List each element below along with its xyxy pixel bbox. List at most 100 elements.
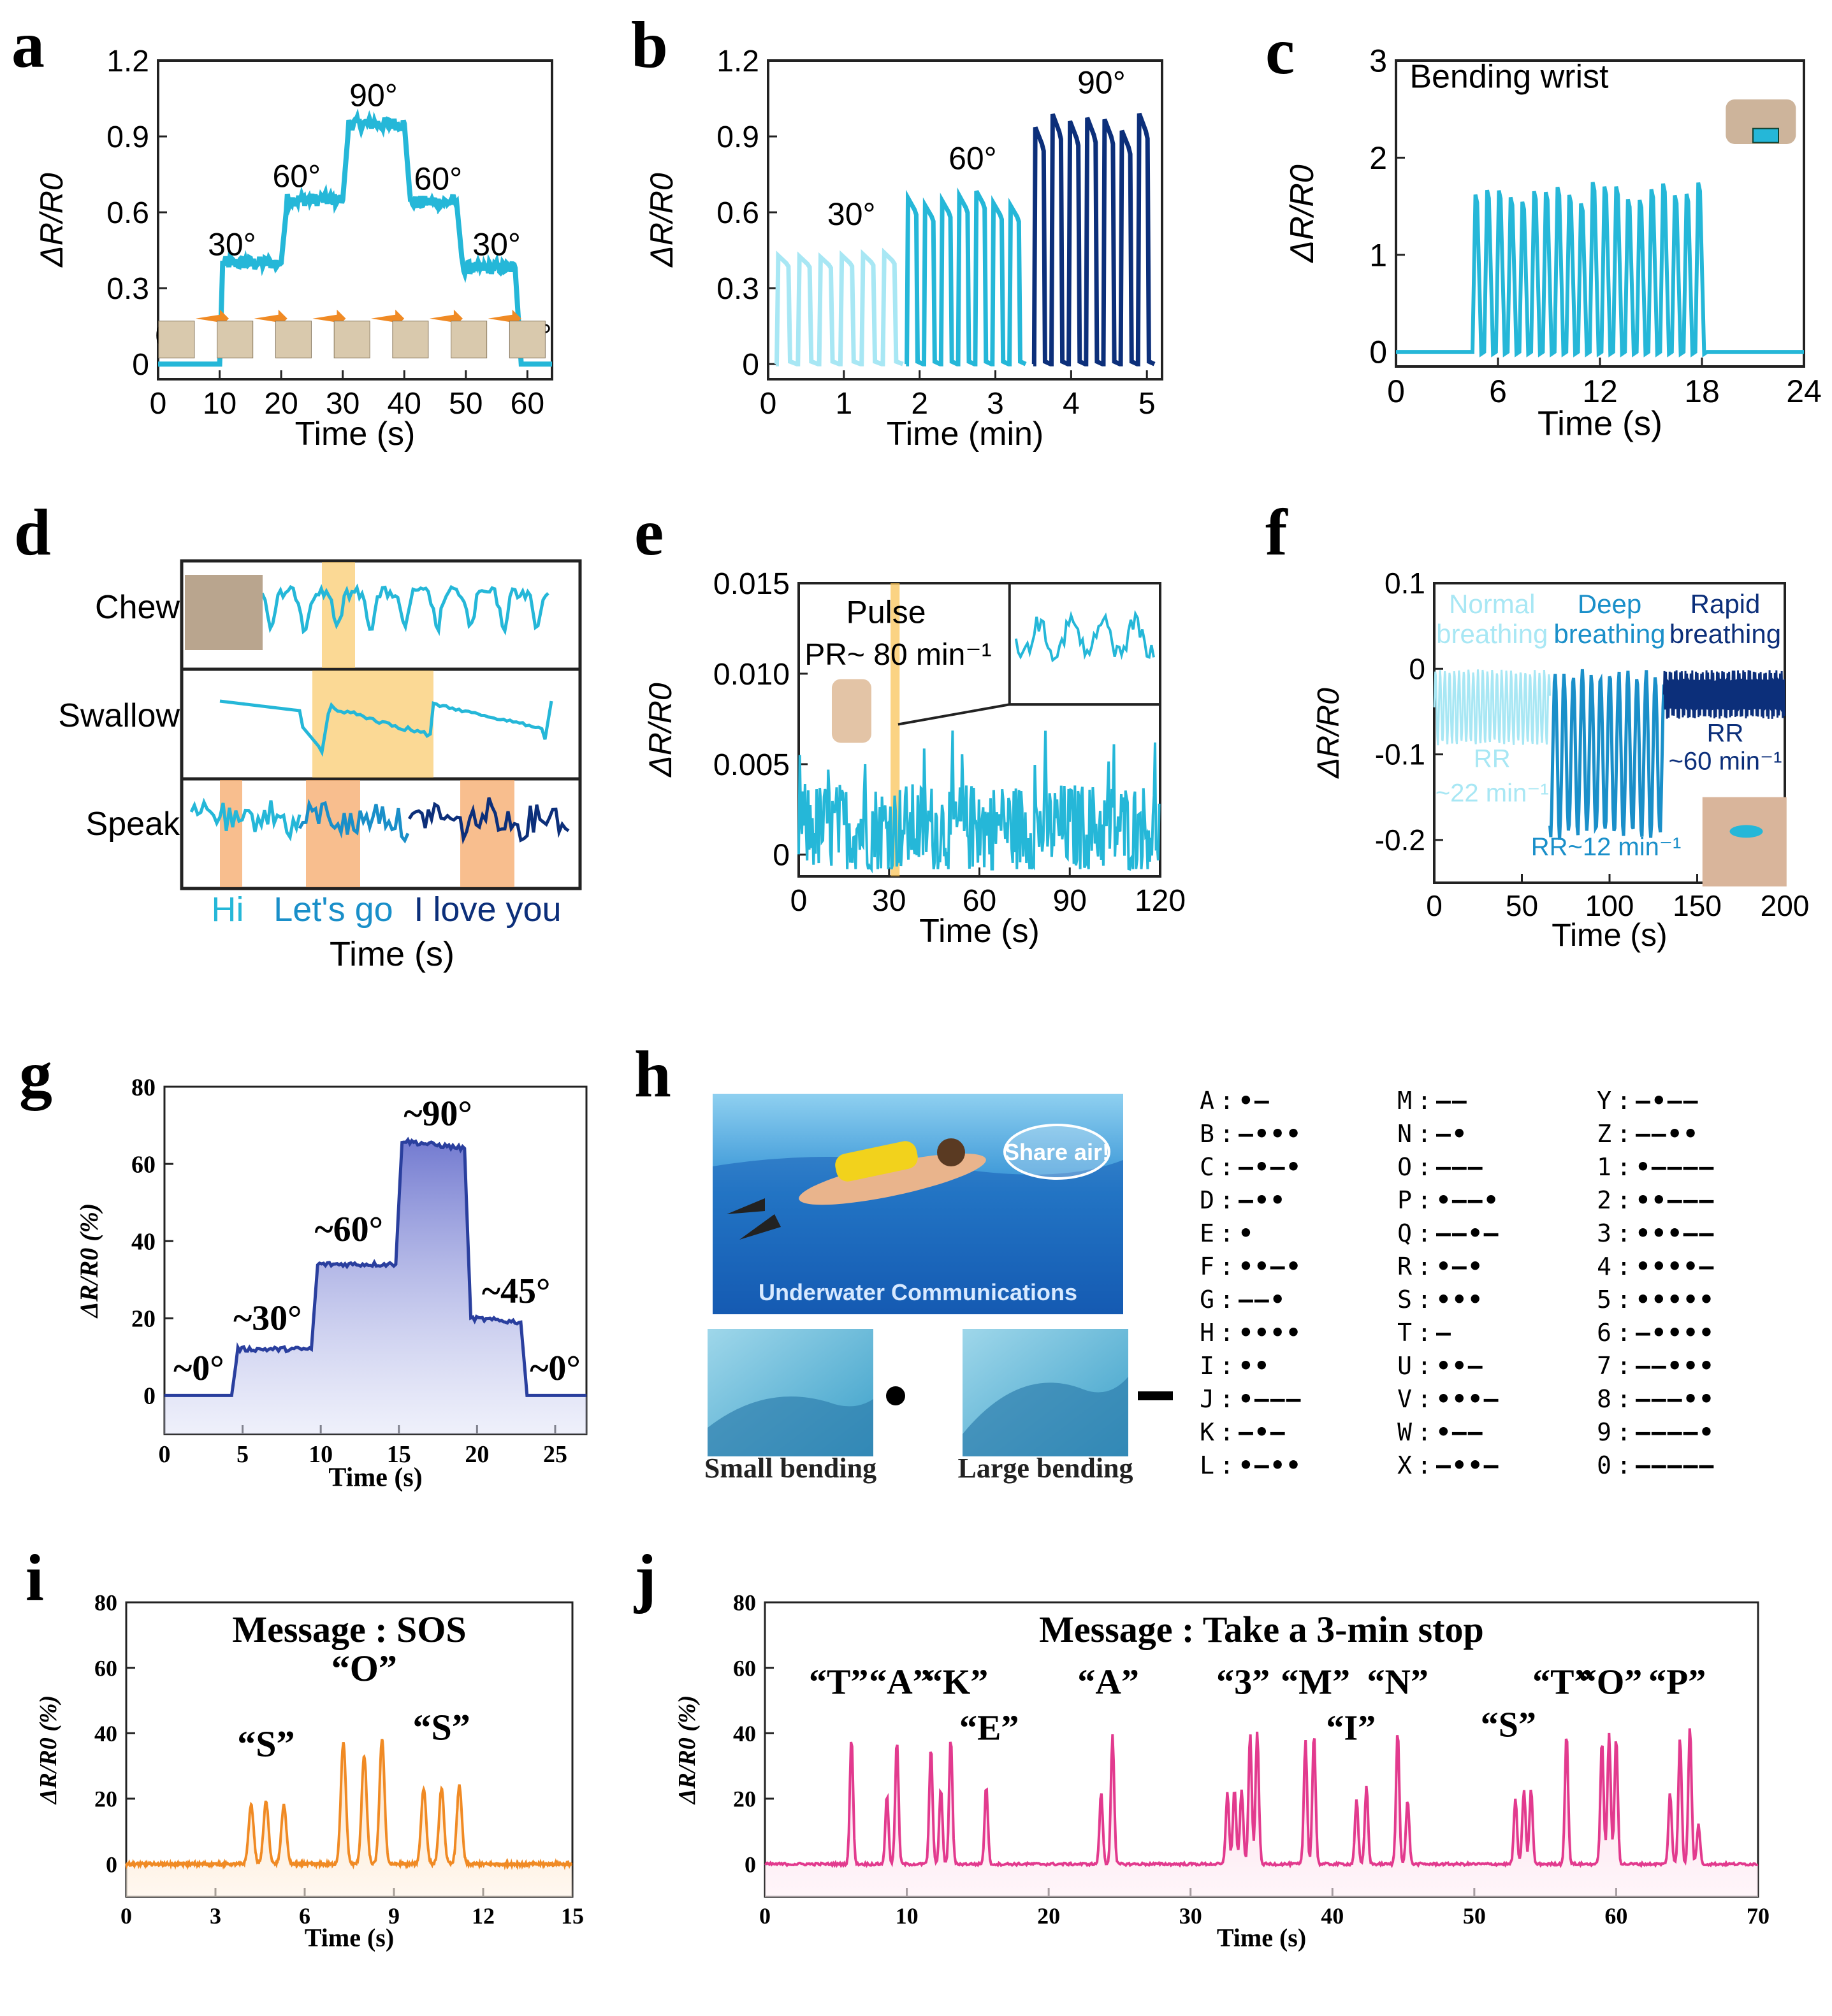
x-axis-label: Time (min) xyxy=(887,416,1044,453)
y-tick-label: 0 xyxy=(106,1852,117,1877)
x-tick-label: 9 xyxy=(388,1903,400,1929)
angle-label: ~0° xyxy=(173,1349,224,1388)
morse-colon: : xyxy=(1617,1252,1631,1280)
chart-annotation: Rapid xyxy=(1690,589,1761,619)
morse-letter: 4 xyxy=(1597,1252,1611,1280)
y-tick-label: 1.2 xyxy=(716,45,759,78)
small-bending-label: Small bending xyxy=(704,1453,876,1484)
morse-letter: Q xyxy=(1397,1219,1412,1247)
x-tick-label: 90 xyxy=(1053,884,1087,918)
panel-label-a: a xyxy=(11,8,45,82)
panel-b: 0 1 2 3 4 5 0 0.3 0.6 0.9 1.2 Time (min) ΔR/R0 30° 60°… xyxy=(644,45,1163,453)
y-tick-label: 0.6 xyxy=(106,196,149,230)
angle-label: ~60° xyxy=(315,1210,384,1249)
x-tick-label: 30 xyxy=(872,884,906,918)
x-tick-label: 10 xyxy=(896,1903,919,1929)
angle-label: ~30° xyxy=(233,1299,302,1338)
row-label: Speak xyxy=(86,806,180,843)
morse-code: —•— xyxy=(1239,1418,1286,1446)
morse-code: •• xyxy=(1239,1352,1270,1380)
morse-letter: E xyxy=(1200,1219,1214,1247)
inset-box xyxy=(1008,582,1161,706)
morse-colon: : xyxy=(1417,1352,1432,1380)
morse-colon: : xyxy=(1219,1252,1234,1280)
x-tick-label: 5 xyxy=(236,1441,249,1468)
morse-code: ••——— xyxy=(1636,1186,1715,1214)
morse-letter: K xyxy=(1200,1418,1214,1446)
x-tick-label: 6 xyxy=(299,1903,310,1929)
letter-annotation: “3” xyxy=(1216,1663,1270,1702)
joint-photo-thumbnail xyxy=(509,321,546,359)
morse-code: ••— xyxy=(1436,1352,1484,1380)
x-tick-label: 1 xyxy=(835,387,852,421)
x-tick-label: 50 xyxy=(1506,889,1538,922)
joint-photo-thumbnail xyxy=(158,321,195,359)
morse-code: •••—— xyxy=(1636,1219,1715,1247)
morse-colon: : xyxy=(1617,1319,1631,1347)
x-axis-label: Time (s) xyxy=(1217,1923,1306,1952)
panel-i: 0 3 6 9 12 15 0 20 40 60 80 Time (s) ΔR/R0 (%) Messag… xyxy=(35,1590,584,1952)
y-tick-label: 80 xyxy=(733,1590,756,1616)
morse-letter: F xyxy=(1200,1252,1214,1280)
morse-colon: : xyxy=(1417,1186,1432,1214)
x-tick-label: 0 xyxy=(159,1441,171,1468)
morse-letter: 6 xyxy=(1597,1319,1611,1347)
y-tick-label: 3 xyxy=(1369,43,1387,79)
y-tick-label: 0.6 xyxy=(716,196,759,230)
y-tick-label: 0 xyxy=(1409,652,1425,685)
panel-e: 0 30 60 90 120 0 0.005 0.010 0.015 Time (s) ΔR/R0 P… xyxy=(643,567,1186,950)
morse-colon: : xyxy=(1617,1219,1631,1247)
highlight-region xyxy=(312,671,433,778)
y-axis-label: ΔR/R0 xyxy=(1284,164,1321,263)
chart-annotation: Pulse xyxy=(846,594,926,630)
series-line-Rapid-breathing xyxy=(1662,670,1785,719)
y-tick-label: -0.1 xyxy=(1375,738,1425,771)
x-tick-label: 0 xyxy=(1387,373,1405,409)
morse-code: ——•— xyxy=(1436,1219,1500,1247)
y-tick-label: 0.3 xyxy=(716,272,759,306)
morse-code: •••— xyxy=(1436,1385,1500,1413)
series-line xyxy=(764,1728,1759,1869)
letter-annotation: “P” xyxy=(1648,1663,1706,1702)
morse-code: ——••• xyxy=(1636,1352,1715,1380)
chart-annotation: RR xyxy=(1707,719,1744,747)
inset-trace xyxy=(1014,609,1155,663)
morse-letter: S xyxy=(1397,1286,1412,1314)
x-tick-label: 10 xyxy=(203,387,236,421)
morse-colon: : xyxy=(1617,1385,1631,1413)
x-tick-label: 10 xyxy=(309,1441,333,1468)
x-tick-label: 0 xyxy=(790,884,808,918)
morse-code: —— xyxy=(1436,1087,1468,1115)
chart-annotation: breathing xyxy=(1436,619,1548,649)
x-axis-label: Time (s) xyxy=(328,1463,422,1493)
x-tick-label: 3 xyxy=(987,387,1004,421)
y-tick-label: 0.005 xyxy=(713,748,790,782)
panel-f: 0 50 100 150 200 0.1 0 -0.1 -0.2 Time (s) ΔR/R0 Nor… xyxy=(1312,567,1809,953)
morse-colon: : xyxy=(1617,1087,1631,1115)
morse-colon: : xyxy=(1417,1120,1432,1148)
morse-colon: : xyxy=(1417,1319,1432,1347)
morse-colon: : xyxy=(1219,1352,1234,1380)
y-tick-label: 0.9 xyxy=(716,120,759,154)
letter-annotation: “E” xyxy=(959,1709,1019,1748)
letter-annotation: “A” xyxy=(1077,1663,1138,1702)
morse-colon: : xyxy=(1617,1451,1631,1479)
angle-label: ~90° xyxy=(403,1094,472,1134)
y-tick-label: 2 xyxy=(1369,140,1387,176)
y-tick-label: 0.9 xyxy=(106,120,149,154)
panel-labels: a b c d e f g h i j xyxy=(11,8,1295,1614)
panel-label-e: e xyxy=(634,496,664,569)
morse-code: —•—— xyxy=(1636,1087,1699,1115)
panel-label-c: c xyxy=(1265,15,1295,88)
angle-label: 30° xyxy=(472,227,521,263)
morse-code: ————• xyxy=(1636,1418,1715,1446)
x-tick-label: 6 xyxy=(1489,373,1507,409)
x-tick-label: 5 xyxy=(1138,387,1156,421)
plot-frame xyxy=(180,559,582,890)
x-tick-label: 40 xyxy=(388,387,421,421)
morse-dash-symbol xyxy=(1138,1391,1173,1400)
highlight-region xyxy=(891,583,900,876)
y-tick-label: 20 xyxy=(94,1787,117,1812)
y-tick-label: 60 xyxy=(94,1655,117,1681)
x-tick-label: 4 xyxy=(1063,387,1080,421)
